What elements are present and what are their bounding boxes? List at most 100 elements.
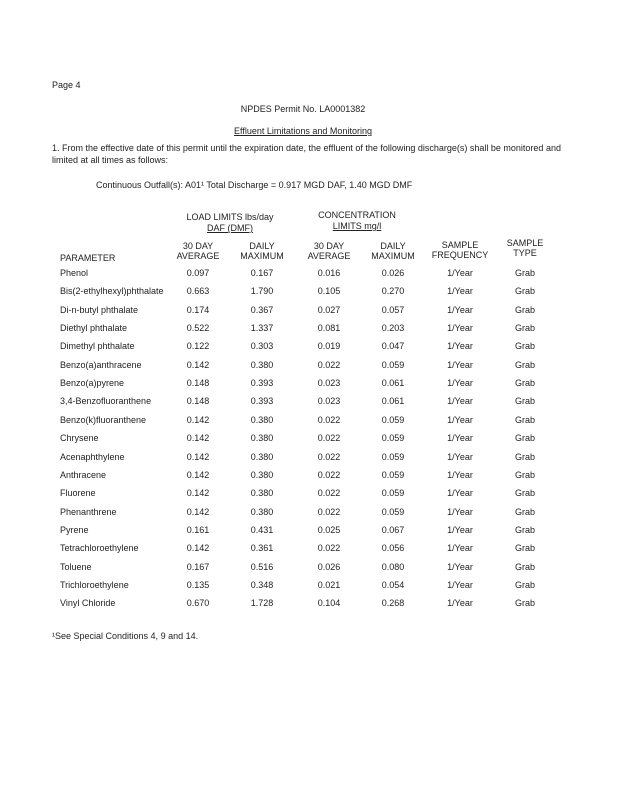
conc-daily-max: 0.057 bbox=[381, 304, 405, 315]
conc-30day-avg: 0.019 bbox=[317, 341, 341, 352]
load-30day-avg: 0.522 bbox=[186, 323, 210, 334]
load-limits-header: LOAD LIMITS lbs/day bbox=[186, 212, 274, 222]
load-30day-avg: 0.142 bbox=[186, 469, 210, 480]
table-row: Pyrene 0.161 0.431 0.025 0.067 1/Year Grab bbox=[0, 525, 618, 537]
col-type-2: TYPE bbox=[513, 248, 537, 258]
load-daily-max: 0.167 bbox=[250, 268, 274, 278]
parameter-name: Toluene bbox=[60, 561, 92, 572]
parameter-name: Fluorene bbox=[60, 488, 96, 499]
sample-type: Grab bbox=[514, 268, 536, 278]
sample-type: Grab bbox=[514, 396, 536, 407]
parameter-name: Bis(2-ethylhexyl)phthalate bbox=[60, 286, 164, 297]
load-daily-max: 0.380 bbox=[250, 488, 274, 499]
col-conc-max-2: MAXIMUM bbox=[371, 251, 415, 261]
table-row: Trichloroethylene 0.135 0.348 0.021 0.054 1/Y… bbox=[0, 580, 618, 592]
conc-30day-avg: 0.105 bbox=[317, 286, 341, 297]
concentration-header: CONCENTRATION bbox=[318, 210, 396, 220]
sample-frequency: 1/Year bbox=[447, 524, 473, 535]
conc-30day-avg: 0.021 bbox=[317, 579, 341, 590]
sample-frequency: 1/Year bbox=[447, 286, 473, 297]
load-daily-max: 0.380 bbox=[250, 414, 274, 425]
conc-daily-max: 0.059 bbox=[381, 488, 405, 499]
conc-daily-max: 0.059 bbox=[381, 469, 405, 480]
parameter-name: Tetrachloroethylene bbox=[60, 543, 139, 554]
concentration-subheader: LIMITS mg/l bbox=[333, 221, 382, 232]
sample-type: Grab bbox=[514, 524, 536, 535]
conc-daily-max: 0.059 bbox=[381, 433, 405, 444]
table-row: Benzo(a)anthracene 0.142 0.380 0.022 0.059 1/… bbox=[0, 360, 618, 372]
load-limits-subheader: DAF (DMF) bbox=[207, 223, 253, 234]
load-30day-avg: 0.142 bbox=[186, 488, 210, 499]
conc-daily-max: 0.270 bbox=[381, 286, 405, 297]
conc-daily-max: 0.059 bbox=[381, 506, 405, 517]
table-row: Benzo(k)fluoranthene 0.142 0.380 0.022 0.059… bbox=[0, 415, 618, 427]
parameter-name: Benzo(a)anthracene bbox=[60, 359, 142, 370]
sample-type: Grab bbox=[514, 341, 536, 352]
conc-daily-max: 0.268 bbox=[381, 598, 405, 609]
parameter-name: Phenol bbox=[60, 268, 89, 278]
load-30day-avg: 0.670 bbox=[186, 598, 210, 609]
table-row: Benzo(a)pyrene 0.148 0.393 0.023 0.061 1/Year… bbox=[0, 378, 618, 390]
col-frequency-1: SAMPLE bbox=[441, 240, 479, 250]
paragraph-line-2: limited at all times as follows: bbox=[52, 155, 169, 165]
conc-daily-max: 0.059 bbox=[381, 451, 405, 462]
sample-frequency: 1/Year bbox=[447, 598, 473, 609]
table-row: Phenanthrene 0.142 0.380 0.022 0.059 1/Year Gr… bbox=[0, 507, 618, 519]
conc-30day-avg: 0.022 bbox=[317, 469, 341, 480]
conc-daily-max: 0.059 bbox=[381, 414, 405, 425]
col-load-max-2: MAXIMUM bbox=[240, 251, 284, 261]
conc-30day-avg: 0.023 bbox=[317, 378, 341, 389]
parameter-name: Phenanthrene bbox=[60, 506, 117, 517]
section-title: Effluent Limitations and Monitoring bbox=[234, 126, 372, 137]
load-daily-max: 1.790 bbox=[250, 286, 274, 297]
sample-type: Grab bbox=[514, 433, 536, 444]
load-daily-max: 0.393 bbox=[250, 396, 274, 407]
sample-frequency: 1/Year bbox=[447, 304, 473, 315]
table-row: Tetrachloroethylene 0.142 0.361 0.022 0.056 1… bbox=[0, 543, 618, 555]
sample-type: Grab bbox=[514, 323, 536, 334]
parameter-name: Acenaphthylene bbox=[60, 451, 125, 462]
col-conc-max-1: DAILY bbox=[380, 241, 406, 251]
load-daily-max: 0.380 bbox=[250, 469, 274, 480]
outfall-line: Continuous Outfall(s): A01¹ Total Discha… bbox=[96, 180, 413, 190]
sample-type: Grab bbox=[514, 414, 536, 425]
col-load-avg-1: 30 DAY bbox=[182, 241, 214, 251]
conc-daily-max: 0.054 bbox=[381, 579, 405, 590]
sample-frequency: 1/Year bbox=[447, 451, 473, 462]
conc-daily-max: 0.061 bbox=[381, 378, 405, 389]
sample-type: Grab bbox=[514, 506, 536, 517]
table-row: Vinyl Chloride 0.670 1.728 0.104 0.268 1/Year… bbox=[0, 598, 618, 610]
load-30day-avg: 0.142 bbox=[186, 451, 210, 462]
sample-frequency: 1/Year bbox=[447, 488, 473, 499]
load-30day-avg: 0.122 bbox=[186, 341, 210, 352]
sample-frequency: 1/Year bbox=[447, 561, 473, 572]
load-30day-avg: 0.161 bbox=[186, 524, 210, 535]
table-row: Di-n-butyl phthalate 0.174 0.367 0.027 0.057… bbox=[0, 305, 618, 317]
conc-30day-avg: 0.022 bbox=[317, 414, 341, 425]
sample-type: Grab bbox=[514, 359, 536, 370]
col-conc-avg-2: AVERAGE bbox=[307, 251, 351, 261]
sample-type: Grab bbox=[514, 378, 536, 389]
conc-daily-max: 0.047 bbox=[381, 341, 405, 352]
col-frequency-2: FREQUENCY bbox=[431, 250, 489, 260]
page-label: Page 4 bbox=[52, 80, 81, 90]
sample-type: Grab bbox=[514, 543, 536, 554]
table-row: Diethyl phthalate 0.522 1.337 0.081 0.203 1/Y… bbox=[0, 323, 618, 335]
sample-type: Grab bbox=[514, 579, 536, 590]
load-daily-max: 0.380 bbox=[250, 506, 274, 517]
parameter-name: Benzo(a)pyrene bbox=[60, 378, 125, 389]
conc-daily-max: 0.061 bbox=[381, 396, 405, 407]
section-title-text: Effluent Limitations and Monitoring bbox=[234, 126, 372, 136]
sample-type: Grab bbox=[514, 598, 536, 609]
parameter-name: Dimethyl phthalate bbox=[60, 341, 135, 352]
conc-daily-max: 0.080 bbox=[381, 561, 405, 572]
sample-frequency: 1/Year bbox=[447, 268, 473, 278]
conc-30day-avg: 0.022 bbox=[317, 506, 341, 517]
col-parameter: PARAMETER bbox=[60, 253, 116, 263]
table-row: 3,4-Benzofluoranthene 0.148 0.393 0.023 0.06… bbox=[0, 396, 618, 408]
table-row: Dimethyl phthalate 0.122 0.303 0.019 0.047 1/… bbox=[0, 341, 618, 353]
load-30day-avg: 0.148 bbox=[186, 396, 210, 407]
load-daily-max: 0.367 bbox=[250, 304, 274, 315]
sample-frequency: 1/Year bbox=[447, 341, 473, 352]
parameter-name: Vinyl Chloride bbox=[60, 598, 116, 609]
